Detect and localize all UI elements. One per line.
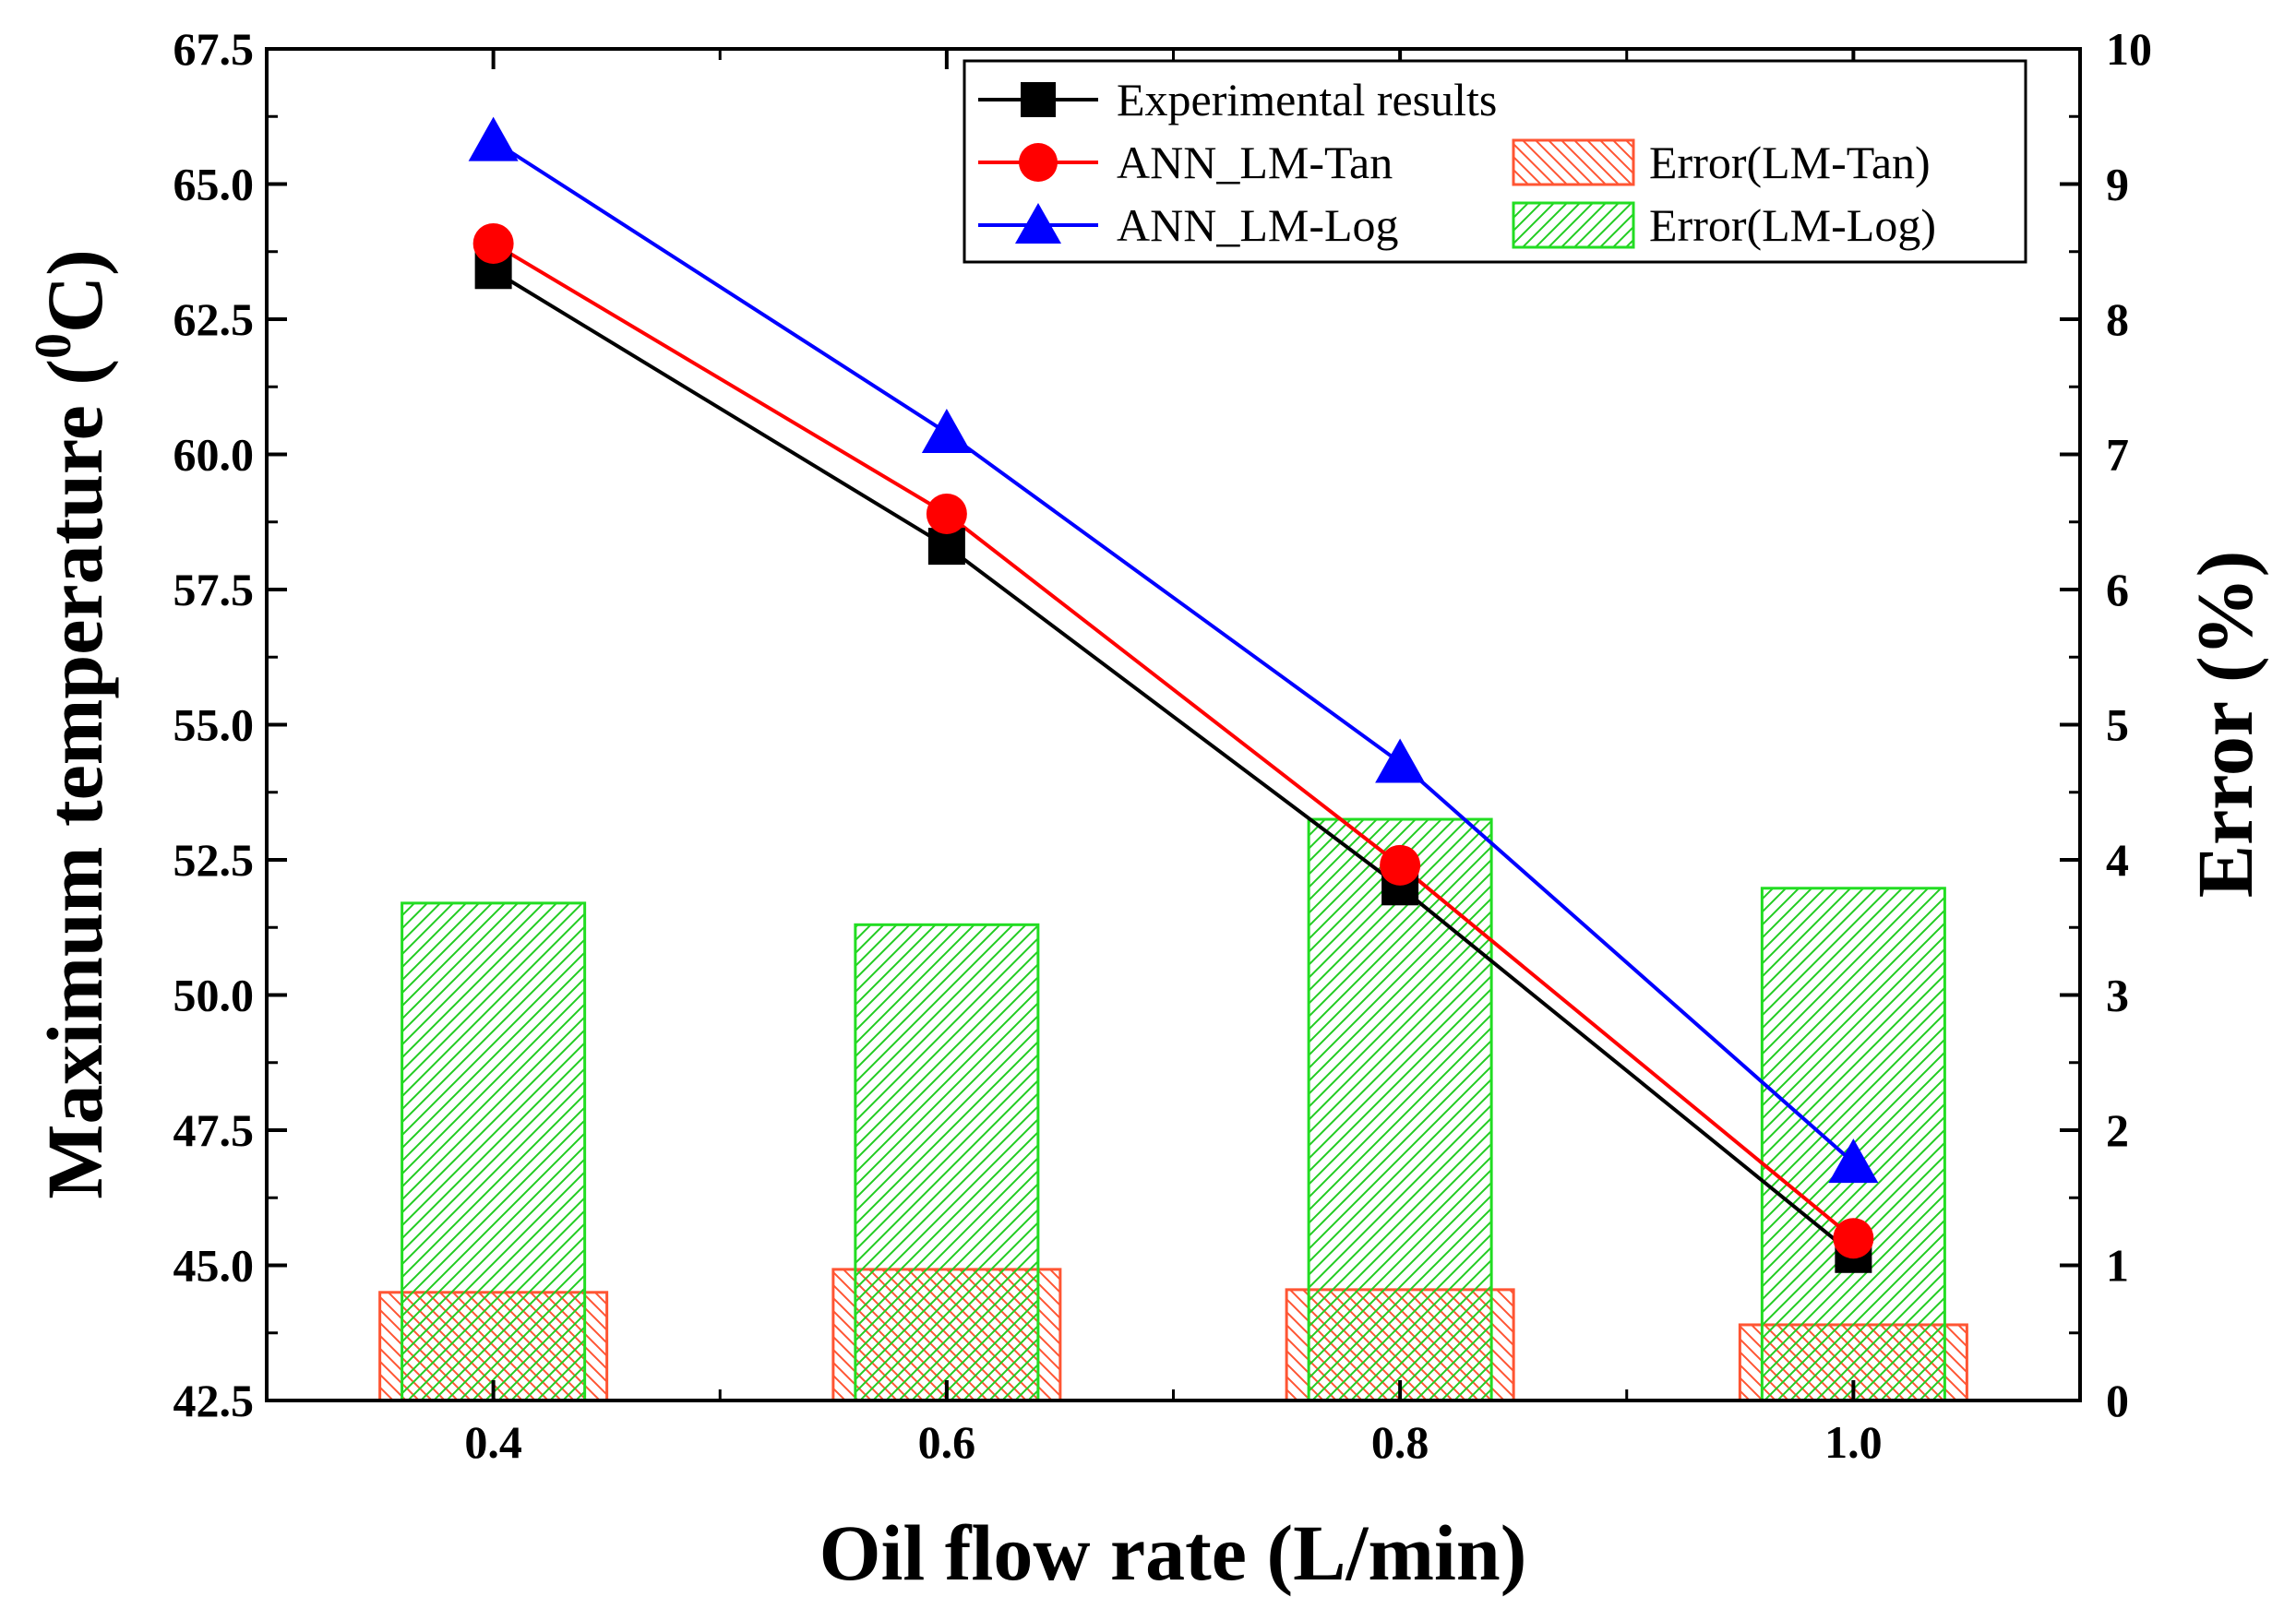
y-right-tick-label-4: 4 xyxy=(2106,834,2129,886)
x-axis-title: Oil flow rate (L/min) xyxy=(819,1508,1527,1597)
legend-marker-lm-tan xyxy=(1019,143,1058,182)
y-left-tick-label-9: 65.0 xyxy=(173,159,255,210)
y-right-tick-label-3: 3 xyxy=(2106,970,2129,1021)
marker-ann-lm-tan-1 xyxy=(926,493,967,534)
marker-ann-lm-log-3 xyxy=(1828,1138,1879,1184)
y-left-tick-label-3: 50.0 xyxy=(173,970,255,1021)
y-left-tick-label-0: 42.5 xyxy=(173,1375,255,1426)
legend-swatch-error-lm-tan xyxy=(1512,138,1635,186)
y-right-tick-label-7: 7 xyxy=(2106,429,2129,481)
legend-label-lm-tan: ANN_LM-Tan xyxy=(1117,137,1393,188)
legend-marker-lm-log xyxy=(1015,203,1061,244)
y-left-tick-label-7: 60.0 xyxy=(173,429,255,481)
legend-label-lm-log: ANN_LM-Log xyxy=(1117,199,1399,251)
x-tick-label-0: 0.4 xyxy=(464,1416,522,1468)
legend-label-error-lm-log: Error(LM-Log) xyxy=(1649,199,1936,251)
line-experimental-results xyxy=(492,268,1855,1257)
y-axis-right-title: Error (%) xyxy=(2181,551,2269,899)
y-right-tick-label-6: 6 xyxy=(2106,564,2129,615)
legend-label-experimental: Experimental results xyxy=(1117,74,1497,125)
y-right-tick-label-8: 8 xyxy=(2106,293,2129,345)
marker-ann-lm-tan-2 xyxy=(1380,844,1421,886)
marker-ann-lm-tan-3 xyxy=(1833,1218,1874,1259)
y-left-tick-label-4: 52.5 xyxy=(173,834,255,886)
y-right-tick-label-2: 2 xyxy=(2106,1104,2129,1156)
y-right-tick-label-9: 9 xyxy=(2106,159,2129,210)
y-axis-left-title: Maximum temperature (0C) xyxy=(25,249,119,1198)
legend: Experimental results ANN_LM-Tan ANN_LM-L… xyxy=(963,59,2027,264)
y-left-tick-label-8: 62.5 xyxy=(173,293,255,345)
bar-error-lm-log--0 xyxy=(401,901,587,1402)
bar-error-lm-log--2 xyxy=(1307,817,1493,1402)
line-ann-lm-tan xyxy=(492,242,1855,1240)
y-left-tick-label-5: 55.0 xyxy=(173,699,255,751)
y-left-tick-label-10: 67.5 xyxy=(173,23,255,75)
marker-ann-lm-log-0 xyxy=(468,116,519,161)
legend-marker-experimental xyxy=(1021,82,1056,117)
x-tick-label-3: 1.0 xyxy=(1824,1416,1883,1468)
series-markers xyxy=(468,116,1879,1273)
marker-ann-lm-log-1 xyxy=(921,409,972,454)
x-tick-label-2: 0.8 xyxy=(1371,1416,1429,1468)
y-right-tick-label-5: 5 xyxy=(2106,699,2129,751)
y-right-tick-label-0: 0 xyxy=(2106,1375,2129,1426)
marker-ann-lm-tan-0 xyxy=(472,222,514,264)
y-right-tick-label-1: 1 xyxy=(2106,1240,2129,1292)
tick-labels: 0.4 0.6 0.8 1.0 42.5 45.0 47.5 50.0 52.5 55.0 57.5… xyxy=(173,23,2153,1468)
legend-box xyxy=(963,59,2027,264)
bar-error-lm-log--1 xyxy=(854,923,1040,1402)
legend-swatch-error-lm-log xyxy=(1512,201,1635,249)
y-right-tick-label-10: 10 xyxy=(2106,23,2152,75)
series-lines xyxy=(492,138,1855,1257)
marker-ann-lm-log-2 xyxy=(1375,738,1426,783)
y-left-tick-label-1: 45.0 xyxy=(173,1240,255,1292)
y-left-tick-label-6: 57.5 xyxy=(173,564,255,615)
y-left-tick-label-2: 47.5 xyxy=(173,1104,255,1156)
line-ann-lm-log xyxy=(492,138,1855,1164)
error-bars xyxy=(378,817,1968,1402)
x-tick-label-1: 0.6 xyxy=(918,1416,976,1468)
legend-label-error-lm-tan: Error(LM-Tan) xyxy=(1649,137,1931,188)
